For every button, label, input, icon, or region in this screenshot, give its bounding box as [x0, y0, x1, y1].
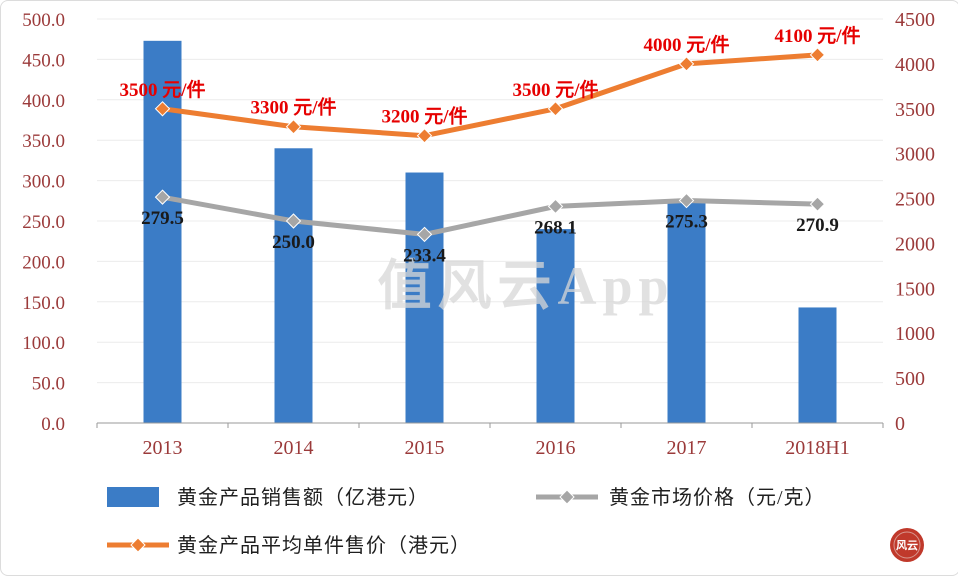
legend-label-market-price: 黄金市场价格（元/克） [609, 486, 826, 509]
bar [274, 148, 313, 423]
value-label: 3200 元/件 [381, 105, 467, 128]
right-axis-tick-label: 1000 [895, 323, 935, 345]
legend-swatch-bar [107, 487, 159, 507]
right-axis-tick-label: 3000 [895, 144, 935, 166]
left-axis-tick-label: 350.0 [22, 131, 65, 152]
diamond-marker [154, 189, 171, 205]
bar [405, 172, 444, 423]
diamond-marker [416, 226, 433, 243]
left-axis-tick-label: 500.0 [22, 10, 65, 31]
value-label: 4000 元/件 [643, 33, 729, 56]
fengyun-seal-icon: 风云 [890, 528, 924, 562]
right-axis-tick-label: 4500 [895, 9, 935, 31]
legend-swatch-gray-line-marker [559, 489, 575, 505]
line-series [160, 52, 820, 139]
value-label: 250.0 [272, 232, 315, 253]
right-axis-tick-label: 2000 [895, 233, 935, 255]
diamond-marker [285, 213, 302, 229]
left-axis-tick-label: 250.0 [22, 212, 65, 233]
category-label: 2015 [405, 437, 445, 459]
value-label: 3300 元/件 [250, 96, 336, 119]
left-axis-tick-label: 200.0 [22, 252, 65, 273]
line-series [160, 194, 820, 237]
seal-label: 风云 [896, 538, 918, 552]
value-label: 233.4 [403, 245, 446, 266]
diamond-marker [809, 47, 826, 63]
left-axis-tick-label: 100.0 [22, 333, 65, 354]
value-label: 268.1 [534, 217, 577, 238]
watermark: 值风云App [377, 256, 674, 316]
value-label: 270.9 [796, 215, 839, 236]
diamond-marker [678, 192, 695, 209]
left-axis-tick-label: 400.0 [22, 91, 65, 112]
diamond-marker [285, 119, 302, 135]
value-label: 4100 元/件 [774, 24, 860, 47]
top-layer: 500.0 450.0 400.0 350.0 300.0 250.0 200.0 150.0… [22, 9, 935, 553]
right-axis-tick-label: 500 [895, 368, 925, 390]
diamond-marker [154, 101, 171, 117]
right-axis-tick-label: 2500 [895, 189, 935, 211]
right-axis-tick-label: 4000 [895, 54, 935, 76]
legend-label-sales: 黄金产品销售额（亿港元） [177, 486, 429, 509]
bar [536, 229, 575, 423]
legend-label-unit-price: 黄金产品平均单件售价（港元） [177, 534, 471, 557]
right-axis-tick-label: 3500 [895, 99, 935, 121]
bar [798, 307, 837, 423]
left-axis-tick-label: 150.0 [22, 293, 65, 314]
legend-swatch-orange-line-marker [130, 537, 146, 553]
value-label: 3500 元/件 [119, 78, 205, 101]
category-label: 2013 [143, 437, 183, 459]
diamond-marker [416, 128, 433, 144]
right-axis-tick-label: 1500 [895, 278, 935, 300]
left-axis-tick-label: 450.0 [22, 50, 65, 71]
value-label: 3500 元/件 [512, 78, 598, 101]
category-label: 2016 [536, 437, 576, 459]
diamond-marker [547, 101, 564, 117]
value-label: 279.5 [141, 208, 184, 229]
right-axis-tick-label: 0 [895, 413, 905, 435]
diamond-marker [678, 56, 695, 72]
left-axis-tick-label: 0.0 [41, 414, 65, 435]
left-axis-tick-label: 50.0 [32, 374, 65, 395]
left-axis-tick-label: 300.0 [22, 172, 65, 193]
category-label: 2014 [274, 437, 314, 459]
plot-layer [97, 18, 883, 424]
category-label: 2017 [667, 437, 707, 459]
category-label: 2018H1 [785, 437, 849, 459]
diamond-marker [547, 198, 564, 215]
bar [667, 199, 706, 423]
diamond-marker [809, 196, 826, 212]
value-label: 275.3 [665, 212, 708, 233]
